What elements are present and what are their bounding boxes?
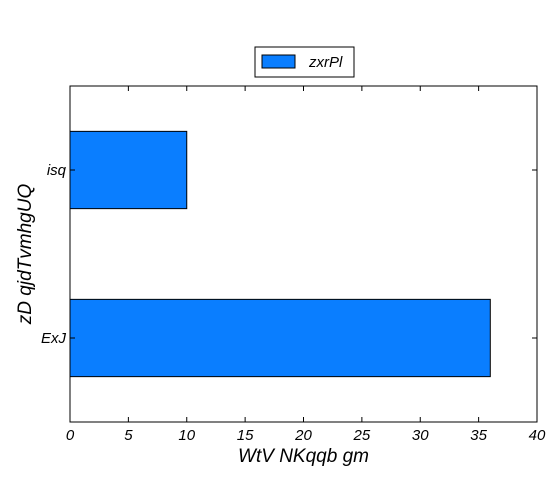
- ticks-layer: [69, 86, 538, 422]
- y-tick-labels: ExJ isq: [41, 162, 67, 347]
- x-tick-label: 20: [294, 427, 312, 444]
- bar-exj: [69, 298, 491, 378]
- y-axis-label: zD qjdTvmhgUQ: [15, 184, 36, 326]
- x-tick-label: 30: [412, 427, 429, 444]
- bar-isq: [69, 130, 188, 210]
- x-tick-label: 0: [66, 427, 75, 444]
- x-axis-label: WtV NKqqb gm: [238, 446, 369, 467]
- legend: zxrPl: [254, 46, 355, 78]
- x-tick-label: 15: [237, 427, 254, 444]
- x-tick-label: 5: [124, 427, 133, 444]
- x-tick-labels: 0 5 10 15 20 25 30 35 40: [66, 427, 546, 444]
- x-tick-label: 35: [470, 427, 487, 444]
- y-tick-label: isq: [47, 162, 67, 179]
- x-tick-label: 25: [353, 427, 371, 444]
- bars-layer: [69, 130, 491, 378]
- legend-swatch: [261, 54, 296, 69]
- legend-label: zxrPl: [308, 54, 343, 71]
- x-tick-label: 10: [178, 427, 195, 444]
- y-tick-label: ExJ: [41, 330, 67, 347]
- x-tick-label: 40: [529, 427, 546, 444]
